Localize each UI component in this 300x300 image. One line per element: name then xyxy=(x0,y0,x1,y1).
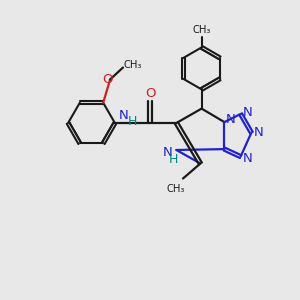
Text: O: O xyxy=(102,73,113,86)
Text: N: N xyxy=(119,109,129,122)
Text: H: H xyxy=(169,153,178,166)
Text: N: N xyxy=(254,126,263,139)
Text: N: N xyxy=(163,146,173,159)
Text: N: N xyxy=(242,152,252,165)
Text: CH₃: CH₃ xyxy=(192,25,211,35)
Text: CH₃: CH₃ xyxy=(123,60,142,70)
Text: N: N xyxy=(226,113,236,126)
Text: O: O xyxy=(145,87,156,101)
Text: H: H xyxy=(127,115,137,128)
Text: CH₃: CH₃ xyxy=(167,184,185,194)
Text: N: N xyxy=(242,106,252,119)
